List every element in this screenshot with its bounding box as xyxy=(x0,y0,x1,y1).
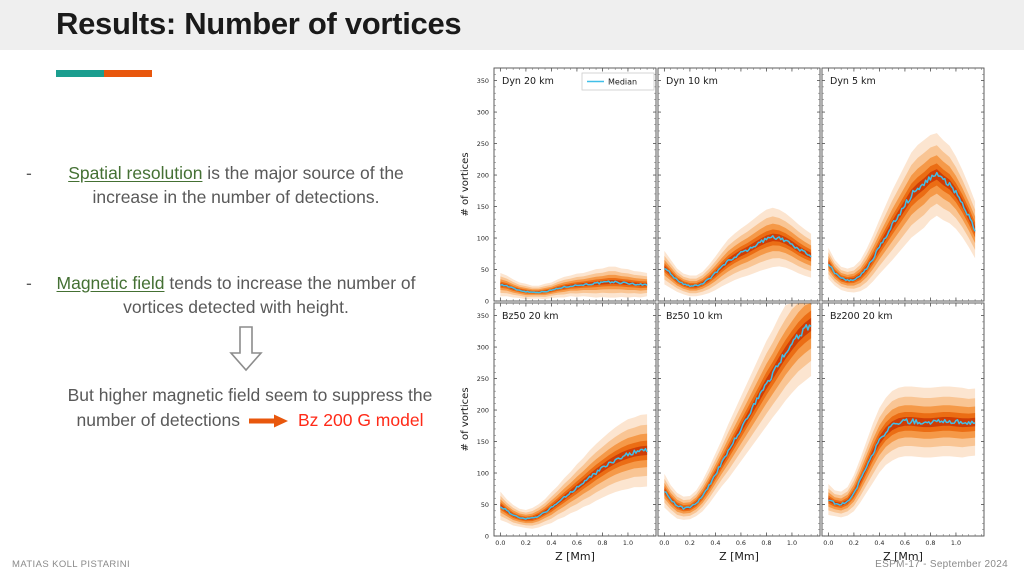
y-tick-label: 350 xyxy=(477,77,489,85)
bullet-highlight-spatial-resolution: Spatial resolution xyxy=(68,163,203,183)
x-tick-label: 0.8 xyxy=(597,539,607,547)
x-tick-label: 0.2 xyxy=(521,539,531,547)
bullet-rest-text: is the major source of the increase in t… xyxy=(92,163,404,207)
y-tick-label: 50 xyxy=(481,501,489,509)
panel-title: Dyn 20 km xyxy=(502,76,554,87)
vortex-count-multipanel-chart: 0 50 100 150 200 250 300 350 Dyn 20 km # of vorti… xyxy=(460,67,985,563)
y-tick-label: 200 xyxy=(477,406,489,414)
x-tick-label: 0.0 xyxy=(823,539,833,547)
panel-title: Dyn 5 km xyxy=(830,76,876,87)
x-tick-label: 0.2 xyxy=(849,539,859,547)
chart-legend: Median xyxy=(581,72,655,91)
legend-label-median: Median xyxy=(608,78,637,87)
y-tick-label: 300 xyxy=(477,108,489,116)
accent-bar xyxy=(56,70,152,77)
bullet-marker: - xyxy=(26,163,32,183)
x-tick-label: 0.6 xyxy=(900,539,910,547)
accent-bar-orange-segment xyxy=(104,70,152,77)
x-tick-label: 1.0 xyxy=(787,539,797,547)
bullet-text: Magnetic field tends to increase the num… xyxy=(50,272,422,319)
y-tick-label: 350 xyxy=(477,312,489,320)
y-tick-label: 150 xyxy=(477,203,489,211)
results-figure: 0 50 100 150 200 250 300 350 Dyn 20 km # of vorti… xyxy=(446,56,1006,566)
panel-title: Dyn 10 km xyxy=(666,76,718,87)
bullet-item-magnetic-field: - Magnetic field tends to increase the n… xyxy=(14,272,422,319)
x-tick-label: 0.8 xyxy=(761,539,771,547)
x-axis-label: Z [Mm] xyxy=(883,550,923,563)
y-tick-label: 300 xyxy=(477,343,489,351)
x-tick-label: 0.4 xyxy=(710,539,720,547)
accent-bar-teal-segment xyxy=(56,70,104,77)
closing-line-1: But higher magnetic field seem to suppre… xyxy=(67,385,433,405)
page-title: Results: Number of vortices xyxy=(56,6,462,41)
y-tick-label: 250 xyxy=(477,140,489,148)
bullet-marker: - xyxy=(26,273,32,293)
closing-statement: But higher magnetic field seem to suppre… xyxy=(48,383,452,434)
panel-title: Bz200 20 km xyxy=(830,311,893,322)
panel-title: Bz50 10 km xyxy=(666,311,722,322)
bullet-rest-text: tends to increase the number of vortices… xyxy=(123,273,416,317)
y-tick-label: 0 xyxy=(485,532,489,540)
arrow-right-icon xyxy=(248,414,288,428)
panel-title: Bz50 20 km xyxy=(502,311,558,322)
x-tick-label: 0.0 xyxy=(659,539,669,547)
y-tick-label: 100 xyxy=(477,234,489,242)
closing-line-2-prefix: number of detections xyxy=(76,410,240,431)
x-tick-label: 0.0 xyxy=(495,539,505,547)
y-tick-label: 0 xyxy=(485,297,489,305)
down-arrow-icon xyxy=(229,326,263,372)
x-tick-label: 1.0 xyxy=(951,539,961,547)
y-tick-label: 50 xyxy=(481,266,489,274)
y-axis-label: # of vortices xyxy=(460,387,471,451)
x-tick-label: 0.6 xyxy=(736,539,746,547)
header-band xyxy=(0,0,1024,50)
footer-author: MATIAS KOLL PISTARINI xyxy=(12,559,131,570)
footer-conference: ESPM-17 - September 2024 xyxy=(875,559,1008,570)
x-tick-label: 0.8 xyxy=(925,539,935,547)
x-tick-label: 0.4 xyxy=(874,539,884,547)
x-tick-label: 0.2 xyxy=(685,539,695,547)
bullet-highlight-magnetic-field: Magnetic field xyxy=(56,273,165,293)
y-axis-label: # of vortices xyxy=(460,152,471,216)
x-axis-label: Z [Mm] xyxy=(555,550,595,563)
bullet-text: Spatial resolution is the major source o… xyxy=(50,162,422,209)
x-tick-label: 0.6 xyxy=(572,539,582,547)
y-tick-label: 150 xyxy=(477,438,489,446)
y-tick-label: 250 xyxy=(477,375,489,383)
x-axis-label: Z [Mm] xyxy=(719,550,759,563)
x-tick-label: 0.4 xyxy=(546,539,556,547)
x-tick-label: 1.0 xyxy=(623,539,633,547)
emphasis-bz200-model: Bz 200 G model xyxy=(297,410,424,431)
bullet-item-spatial-resolution: - Spatial resolution is the major source… xyxy=(14,162,422,209)
y-tick-label: 100 xyxy=(477,469,489,477)
y-tick-label: 200 xyxy=(477,171,489,179)
